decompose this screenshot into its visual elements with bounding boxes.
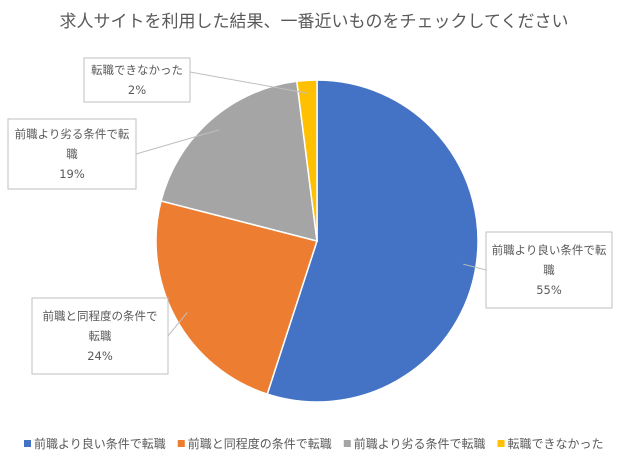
pie-slice xyxy=(295,79,318,242)
data-label-category: 職 xyxy=(543,263,555,277)
leader-line xyxy=(167,312,188,337)
leader-line xyxy=(135,129,220,155)
leader-line xyxy=(463,263,487,271)
pie-slice xyxy=(160,80,318,243)
data-label-value: 2% xyxy=(128,83,146,97)
leader-line xyxy=(189,71,308,94)
data-label-category: 前職より良い条件で転 xyxy=(492,243,607,257)
legend-label: 前職と同程度の条件で転職 xyxy=(188,436,332,451)
data-label-category: 前職より劣る条件で転 xyxy=(15,127,130,141)
pie-slices xyxy=(155,79,479,403)
legend-swatch xyxy=(177,440,185,447)
callout-box xyxy=(31,297,169,375)
callout-box xyxy=(7,118,137,190)
data-label-category: 転職 xyxy=(89,329,112,343)
legend-swatch xyxy=(497,440,505,447)
callout-box xyxy=(485,231,613,309)
legend-label: 前職より劣る条件で転職 xyxy=(354,436,486,451)
legend-label: 前職より良い条件で転職 xyxy=(34,436,166,451)
legend-swatch xyxy=(343,440,351,447)
data-label-category: 前職と同程度の条件で xyxy=(43,309,158,323)
callout-box xyxy=(83,57,191,103)
chart-title: 求人サイトを利用した結果、一番近いものをチェックしてください xyxy=(60,12,569,32)
data-label-category: 職 xyxy=(66,147,78,161)
legend: 前職より良い条件で転職 前職と同程度の条件で転職 前職より劣る条件で転職 転職できなか… xyxy=(24,436,604,451)
pie-slice xyxy=(155,200,318,396)
leader-lines xyxy=(135,71,487,337)
data-label-value: 55% xyxy=(536,283,562,297)
data-label-category: 転職できなかった xyxy=(91,63,183,77)
data-label-callouts: 前職より良い条件で転職55%前職と同程度の条件で転職24%前職より劣る条件で転職… xyxy=(7,57,613,375)
legend-swatch xyxy=(24,440,31,447)
data-label-value: 24% xyxy=(87,349,113,363)
legend-label: 転職できなかった xyxy=(508,437,604,451)
pie-slice xyxy=(266,79,479,403)
data-label-value: 19% xyxy=(59,167,85,181)
